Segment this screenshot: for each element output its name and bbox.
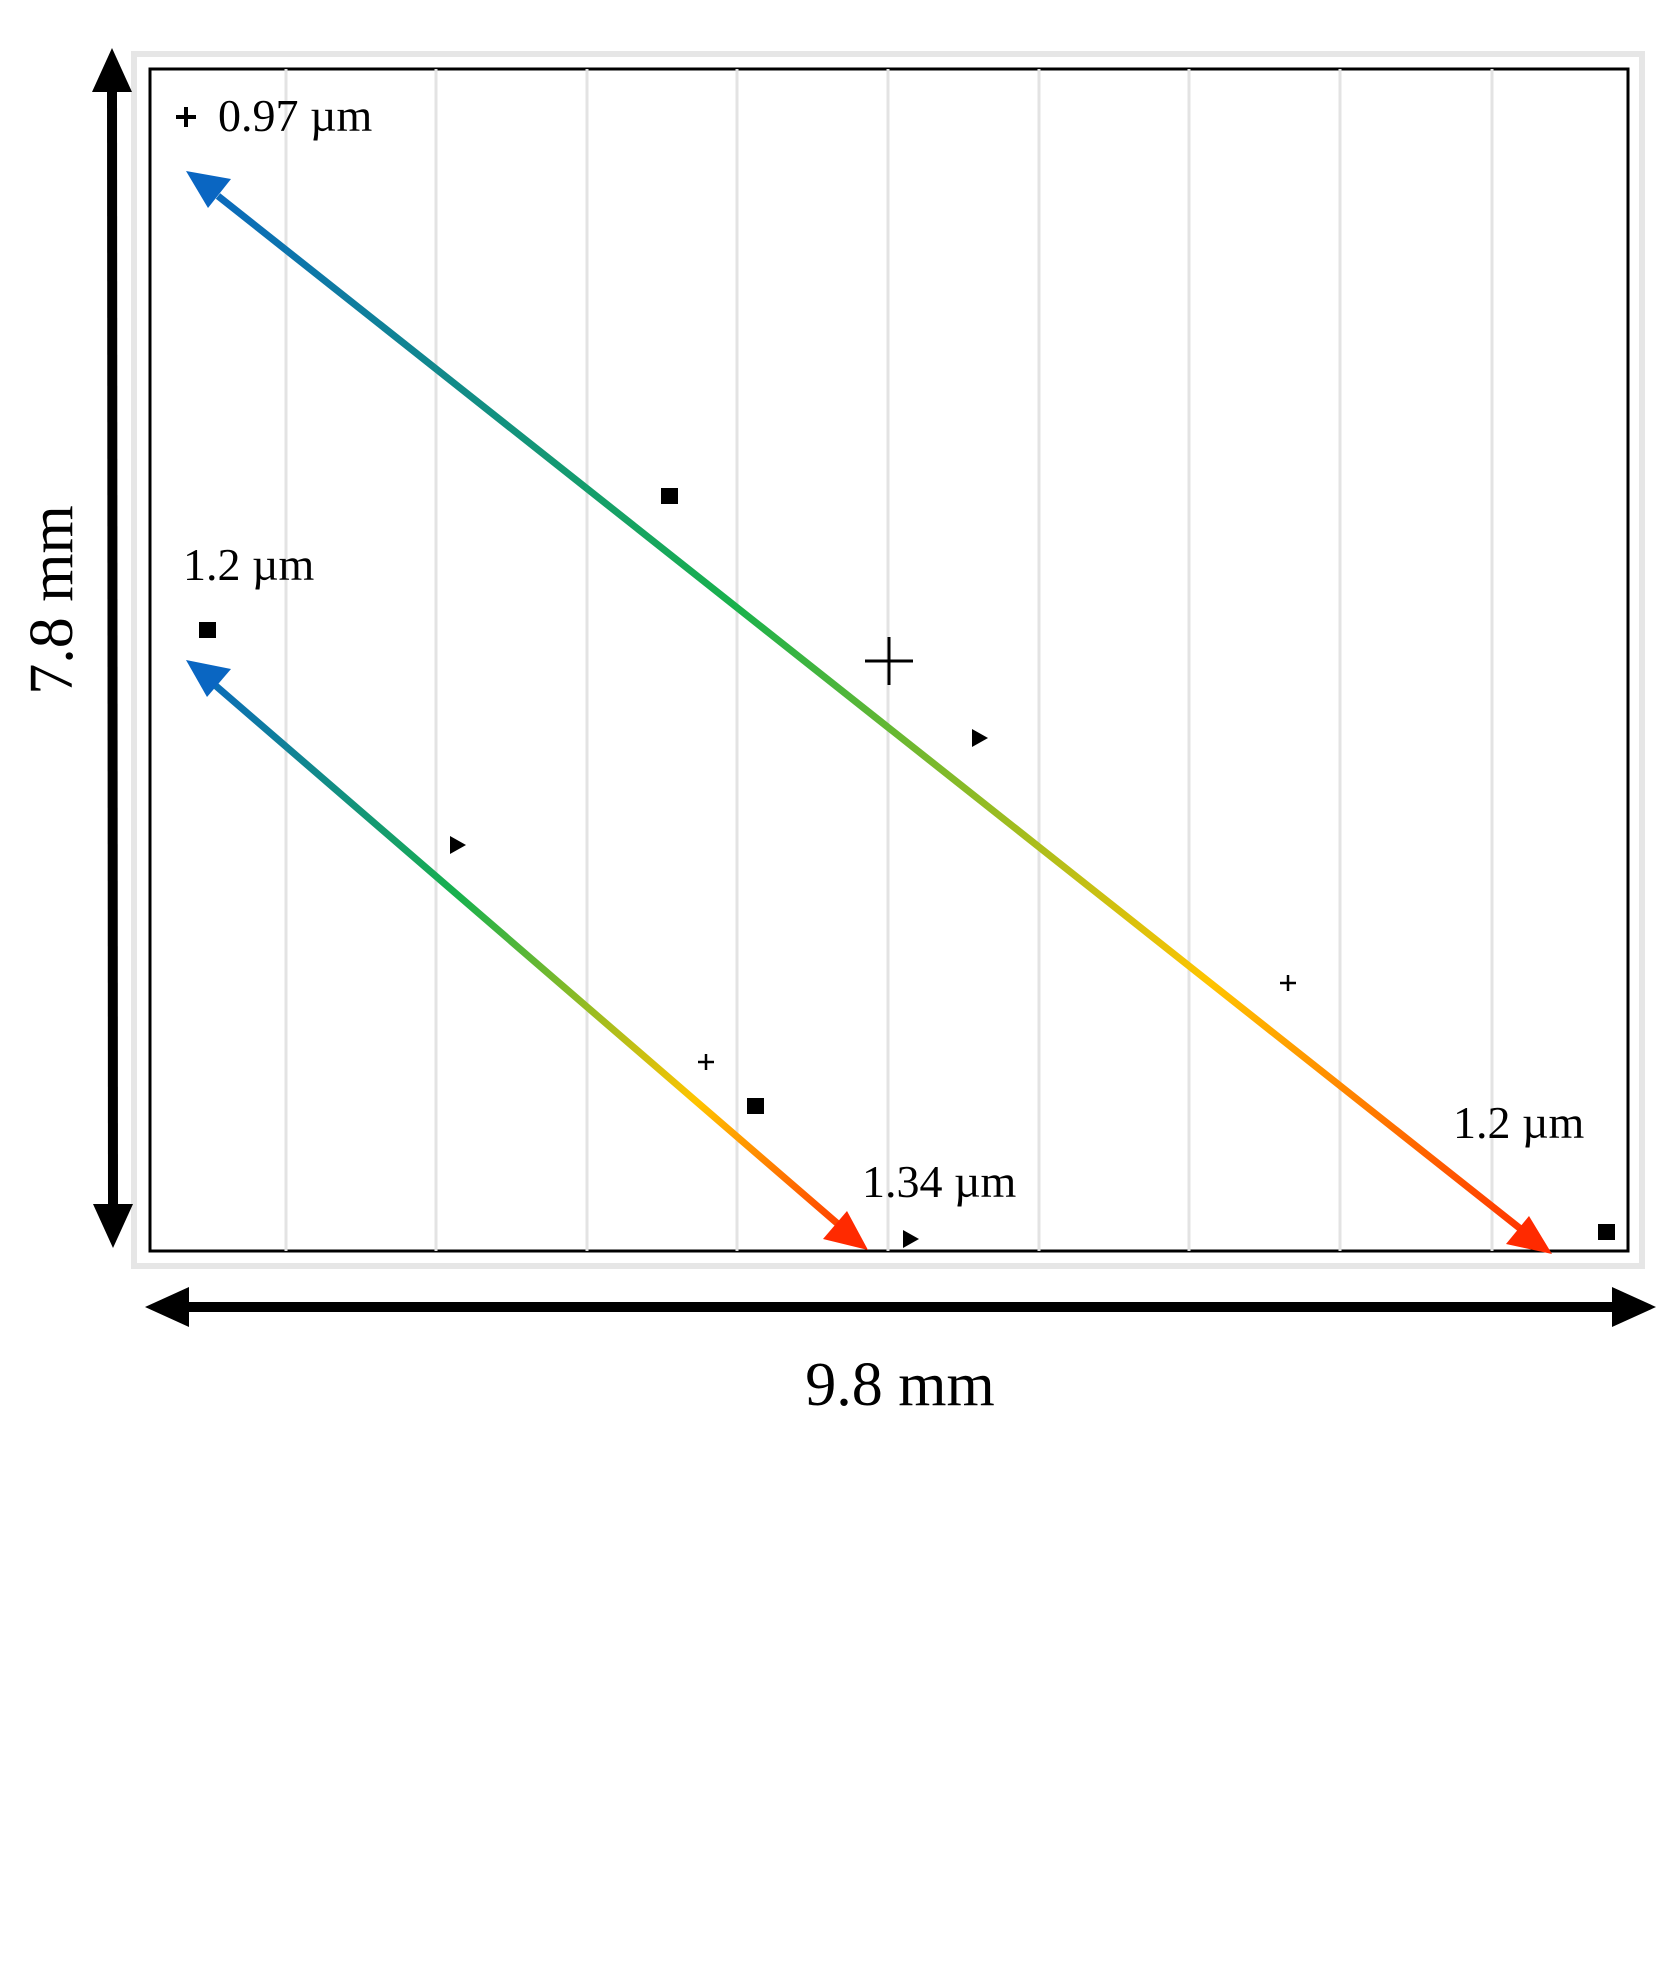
marker-square: [199, 622, 216, 638]
arrow-right-icon: [1612, 1287, 1656, 1327]
arrowhead-start-icon: [186, 660, 231, 697]
height-dimension-arrow: [92, 48, 133, 1248]
arrow-up-icon: [92, 48, 132, 92]
annotation-mid-left: 1.2 µm: [183, 539, 315, 590]
gradient-arrow-short: [186, 660, 868, 1250]
arrowhead-end-icon: [823, 1211, 868, 1250]
arrow-left-icon: [145, 1287, 189, 1327]
marker-triangle: [903, 1230, 919, 1248]
gradient-arrow-long: [186, 171, 1552, 1254]
marker-cross: [698, 1054, 714, 1070]
marker-triangle: [450, 836, 466, 854]
outer-frame: [131, 51, 1645, 1269]
height-label: 7.8 mm: [18, 505, 86, 694]
arrowhead-start-icon: [186, 171, 231, 208]
arrowhead-end-icon: [1506, 1216, 1552, 1254]
marker-cross: [176, 107, 196, 127]
arrow-down-icon: [93, 1204, 133, 1248]
marker-square: [1598, 1224, 1615, 1240]
marker-cross: [1280, 975, 1296, 991]
annotation-bottom-right: 1.2 µm: [1453, 1097, 1585, 1148]
annotation-top-left: 0.97 µm: [218, 90, 373, 141]
width-dimension-arrow: [145, 1287, 1656, 1327]
marker-square: [661, 488, 678, 504]
marker-cross-large: [865, 637, 913, 685]
markers: [176, 107, 1615, 1248]
marker-triangle: [972, 729, 988, 747]
marker-square: [747, 1098, 764, 1114]
annotation-bottom-mid: 1.34 µm: [862, 1156, 1017, 1207]
width-label: 9.8 mm: [805, 1351, 994, 1419]
